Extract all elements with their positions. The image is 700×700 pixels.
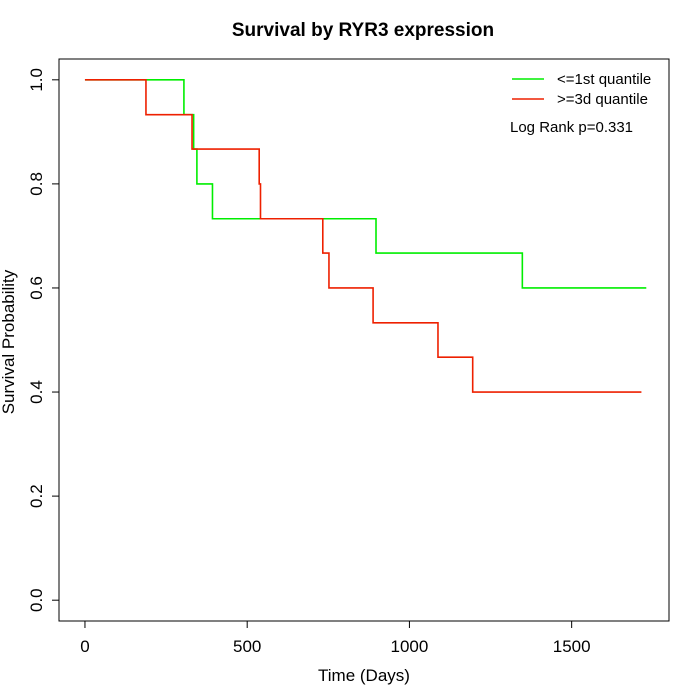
- chart-title: Survival by RYR3 expression: [232, 20, 494, 41]
- series-group: [84, 79, 647, 393]
- x-tick-label: 1000: [391, 637, 429, 656]
- series-line-1: [84, 79, 647, 289]
- y-axis-label: Survival Probability: [0, 269, 18, 414]
- legend-label: >=3d quantile: [557, 91, 648, 108]
- x-tick-label: 0: [80, 637, 89, 656]
- y-tick-label: 0.0: [27, 588, 46, 612]
- y-tick-label: 0.4: [27, 380, 46, 404]
- plot-frame: [58, 58, 670, 622]
- y-tick-label: 0.6: [27, 276, 46, 300]
- x-tick-label: 1500: [553, 637, 591, 656]
- series-line-2: [84, 79, 642, 393]
- x-axis-label: Time (Days): [318, 666, 410, 685]
- legend-label: <=1st quantile: [557, 71, 651, 88]
- legend: <=1st quantile >=3d quantile: [512, 71, 651, 108]
- y-tick-label: 0.8: [27, 172, 46, 196]
- log-rank-annotation: Log Rank p=0.331: [510, 119, 633, 136]
- y-axis: 0.0 0.2 0.4 0.6 0.8 1.0: [27, 68, 60, 612]
- x-tick-label: 500: [233, 637, 261, 656]
- y-tick-label: 1.0: [27, 68, 46, 92]
- y-tick-label: 0.2: [27, 484, 46, 508]
- x-axis: 0 500 1000 1500: [80, 620, 591, 656]
